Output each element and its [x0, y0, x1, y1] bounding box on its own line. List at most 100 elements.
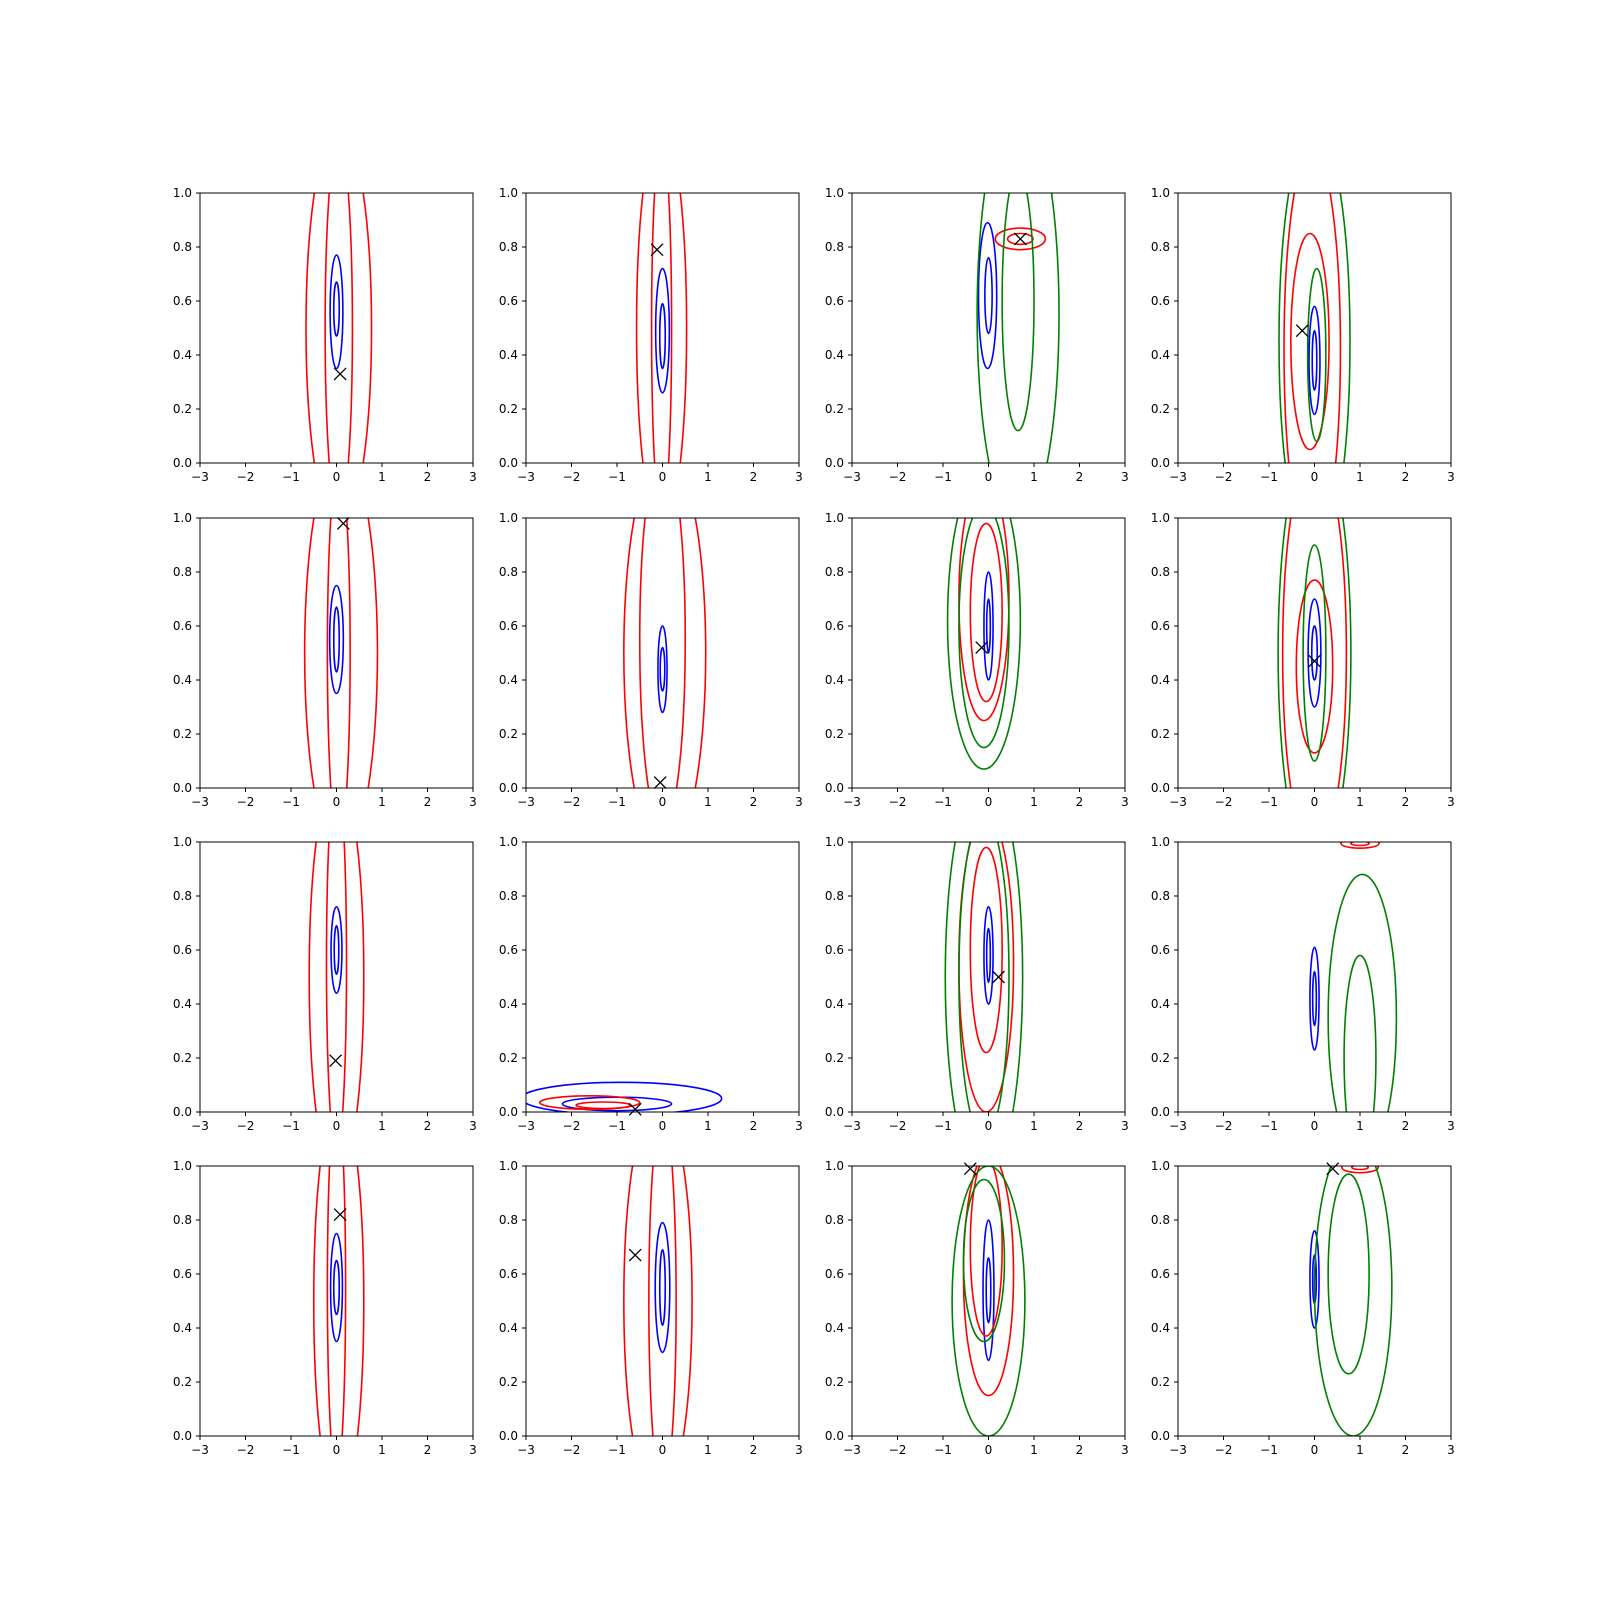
red-contour	[635, 193, 688, 463]
blue-contour	[330, 905, 343, 994]
axes-frame	[1177, 517, 1452, 789]
x-tick-label: 0	[333, 795, 341, 809]
subplot-3-3: −3 −2 −1 0 1 2 3 0.0 0.2 0.4 0.6 0.8 1.0	[825, 835, 1129, 1133]
y-tick-label: 0.8	[825, 565, 844, 579]
green-contour	[1327, 1173, 1370, 1375]
x-tick-label: −2	[237, 795, 255, 809]
x-tick-label: 0	[985, 1443, 993, 1457]
axes-frame	[851, 192, 1126, 464]
y-tick-label: 0.4	[173, 997, 192, 1011]
y-tick-label: 0.4	[499, 348, 518, 362]
x-tick-label: 2	[1076, 1443, 1084, 1457]
x-tick-label: −2	[889, 1119, 907, 1133]
green-contour	[1327, 873, 1398, 1112]
x-tick-label: 0	[1311, 470, 1319, 484]
x-tick-label: 1	[1030, 1119, 1038, 1133]
y-tick-label: 1.0	[825, 1159, 844, 1173]
x-tick-label: 3	[469, 1443, 477, 1457]
y-tick-label: 0.4	[499, 997, 518, 1011]
red-contour	[1006, 232, 1034, 246]
red-contour	[325, 842, 348, 1112]
y-tick-label: 0.8	[173, 240, 192, 254]
axes-frame	[199, 517, 474, 789]
y-tick-label: 0.8	[1151, 240, 1170, 254]
axes-frame	[525, 841, 800, 1113]
blue-contour	[1307, 598, 1322, 708]
y-tick-label: 0.0	[499, 1105, 518, 1119]
y-tick-label: 0.2	[499, 1051, 518, 1065]
x-tick-label: −1	[1260, 1443, 1278, 1457]
plot-area	[308, 842, 365, 1112]
blue-contour	[1309, 1230, 1320, 1329]
x-marker	[1326, 1162, 1340, 1176]
x-tick-label: −1	[934, 1119, 952, 1133]
y-tick-label: 0.2	[1151, 727, 1170, 741]
red-contour	[650, 193, 673, 463]
plot-area	[1309, 1166, 1393, 1436]
x-tick-label: 3	[1121, 1443, 1129, 1457]
blue-contour	[658, 302, 667, 370]
green-contour	[951, 1166, 1026, 1436]
x-tick-label: 1	[704, 470, 712, 484]
x-tick-label: −3	[843, 470, 861, 484]
y-tick-label: 0.6	[1151, 943, 1170, 957]
y-tick-label: 0.2	[173, 1375, 192, 1389]
subplot-1-2: −3 −2 −1 0 1 2 3 0.0 0.2 0.4 0.6 0.8 1.0	[499, 186, 803, 484]
y-tick-label: 0.8	[825, 889, 844, 903]
red-contour	[538, 1095, 641, 1111]
red-contour	[969, 1166, 1003, 1337]
y-tick-label: 0.6	[825, 943, 844, 957]
x-tick-label: −2	[1215, 470, 1233, 484]
x-tick-label: 1	[378, 1443, 386, 1457]
plot-area	[526, 1081, 723, 1112]
y-tick-label: 0.0	[499, 781, 518, 795]
x-tick-label: −1	[282, 1443, 300, 1457]
x-tick-label: −3	[191, 1443, 209, 1457]
y-tick-label: 0.8	[173, 1213, 192, 1227]
y-tick-label: 0.0	[173, 1105, 192, 1119]
blue-contour	[1308, 305, 1321, 416]
y-tick-label: 0.0	[825, 781, 844, 795]
blue-contour	[328, 584, 345, 695]
x-tick-label: 0	[659, 1119, 667, 1133]
y-tick-label: 0.0	[825, 1105, 844, 1119]
plot-area	[312, 1166, 365, 1436]
x-tick-label: 0	[1311, 795, 1319, 809]
x-tick-label: 1	[1356, 1443, 1364, 1457]
x-tick-label: 2	[1076, 795, 1084, 809]
y-tick-label: 0.0	[1151, 456, 1170, 470]
y-tick-label: 0.6	[1151, 1267, 1170, 1281]
x-tick-label: −3	[191, 1119, 209, 1133]
x-marker	[628, 1102, 642, 1116]
y-tick-label: 1.0	[825, 511, 844, 525]
red-contour	[1281, 518, 1348, 788]
blue-contour	[332, 1259, 341, 1316]
x-tick-label: 1	[704, 795, 712, 809]
red-contour	[638, 518, 687, 788]
plot-area	[305, 193, 373, 463]
x-tick-label: 2	[1076, 470, 1084, 484]
x-tick-label: 3	[1447, 1443, 1455, 1457]
red-contour	[305, 193, 373, 463]
y-tick-label: 0.2	[499, 402, 518, 416]
red-contour	[324, 193, 354, 463]
x-tick-label: 0	[659, 470, 667, 484]
subplot-1-1: −3 −2 −1 0 1 2 3 0.0 0.2 0.4 0.6 0.8 1.0	[173, 186, 477, 484]
x-tick-label: 0	[985, 470, 993, 484]
x-tick-label: −3	[517, 470, 535, 484]
x-tick-label: −2	[563, 1119, 581, 1133]
x-tick-label: −2	[889, 1443, 907, 1457]
x-tick-label: −3	[1169, 1119, 1187, 1133]
y-tick-label: 0.6	[1151, 294, 1170, 308]
x-tick-label: 1	[1356, 795, 1364, 809]
blue-contour	[526, 1081, 723, 1112]
x-tick-label: 0	[985, 1119, 993, 1133]
blue-contour	[983, 906, 994, 1005]
y-tick-label: 0.4	[499, 673, 518, 687]
plot-area	[946, 518, 1022, 770]
x-tick-label: 3	[795, 1119, 803, 1133]
x-tick-label: 2	[750, 1443, 758, 1457]
x-tick-label: −3	[1169, 1443, 1187, 1457]
x-tick-label: 1	[1030, 795, 1038, 809]
subplot-1-3: −3 −2 −1 0 1 2 3 0.0 0.2 0.4 0.6 0.8 1.0	[825, 186, 1129, 484]
